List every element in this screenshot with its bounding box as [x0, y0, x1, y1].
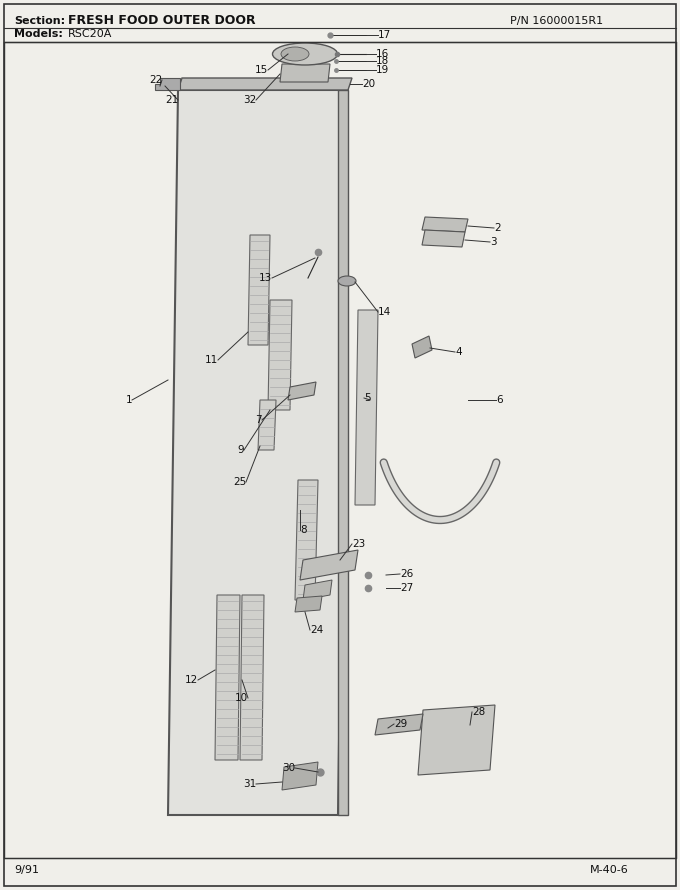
Ellipse shape	[338, 276, 356, 286]
Text: 24: 24	[310, 625, 323, 635]
Polygon shape	[295, 596, 322, 612]
Polygon shape	[422, 217, 468, 232]
Text: 7: 7	[256, 415, 262, 425]
Text: 5: 5	[364, 393, 371, 403]
Text: 18: 18	[376, 56, 389, 66]
Text: 3: 3	[490, 237, 496, 247]
Text: 19: 19	[376, 65, 389, 75]
Text: 4: 4	[455, 347, 462, 357]
Polygon shape	[422, 230, 465, 247]
Text: 9: 9	[237, 445, 244, 455]
Polygon shape	[375, 714, 423, 735]
Text: 8: 8	[300, 525, 307, 535]
Text: 6: 6	[496, 395, 503, 405]
Text: 29: 29	[394, 719, 407, 729]
Text: 17: 17	[378, 30, 391, 40]
Text: P/N 16000015R1: P/N 16000015R1	[510, 16, 603, 26]
Polygon shape	[258, 400, 276, 450]
FancyBboxPatch shape	[4, 4, 676, 886]
Polygon shape	[248, 235, 270, 345]
Text: 11: 11	[205, 355, 218, 365]
Text: 14: 14	[378, 307, 391, 317]
Text: 25: 25	[233, 477, 246, 487]
Text: 12: 12	[185, 675, 198, 685]
Polygon shape	[418, 705, 495, 775]
Text: 26: 26	[400, 569, 413, 579]
Polygon shape	[240, 595, 264, 760]
Polygon shape	[288, 382, 316, 400]
Text: 1: 1	[125, 395, 132, 405]
Polygon shape	[412, 336, 432, 358]
Text: 20: 20	[362, 79, 375, 89]
Text: 2: 2	[494, 223, 500, 233]
Text: 21: 21	[165, 95, 178, 105]
Text: 31: 31	[243, 779, 256, 789]
Text: 22: 22	[149, 75, 162, 85]
Polygon shape	[303, 580, 332, 600]
Polygon shape	[155, 78, 180, 90]
Text: 32: 32	[243, 95, 256, 105]
Polygon shape	[168, 90, 348, 815]
Text: 16: 16	[376, 49, 389, 59]
Ellipse shape	[281, 47, 309, 61]
Polygon shape	[295, 480, 318, 600]
Polygon shape	[268, 300, 292, 410]
Polygon shape	[300, 550, 358, 580]
Text: 28: 28	[472, 707, 486, 717]
Text: 15: 15	[255, 65, 268, 75]
Text: Models:: Models:	[14, 29, 63, 39]
Text: RSC20A: RSC20A	[68, 29, 112, 39]
Polygon shape	[280, 64, 330, 82]
Polygon shape	[338, 90, 348, 815]
Polygon shape	[355, 310, 378, 505]
Text: 23: 23	[352, 539, 365, 549]
Ellipse shape	[273, 43, 337, 65]
Polygon shape	[215, 595, 240, 760]
Text: 10: 10	[235, 693, 248, 703]
Text: 30: 30	[282, 763, 295, 773]
Text: 13: 13	[259, 273, 272, 283]
Text: FRESH FOOD OUTER DOOR: FRESH FOOD OUTER DOOR	[68, 14, 256, 28]
Polygon shape	[178, 78, 352, 90]
Text: 9/91: 9/91	[14, 865, 39, 875]
Text: 27: 27	[400, 583, 413, 593]
Text: Section:: Section:	[14, 16, 65, 26]
Text: M-40-6: M-40-6	[590, 865, 629, 875]
Polygon shape	[282, 762, 318, 790]
